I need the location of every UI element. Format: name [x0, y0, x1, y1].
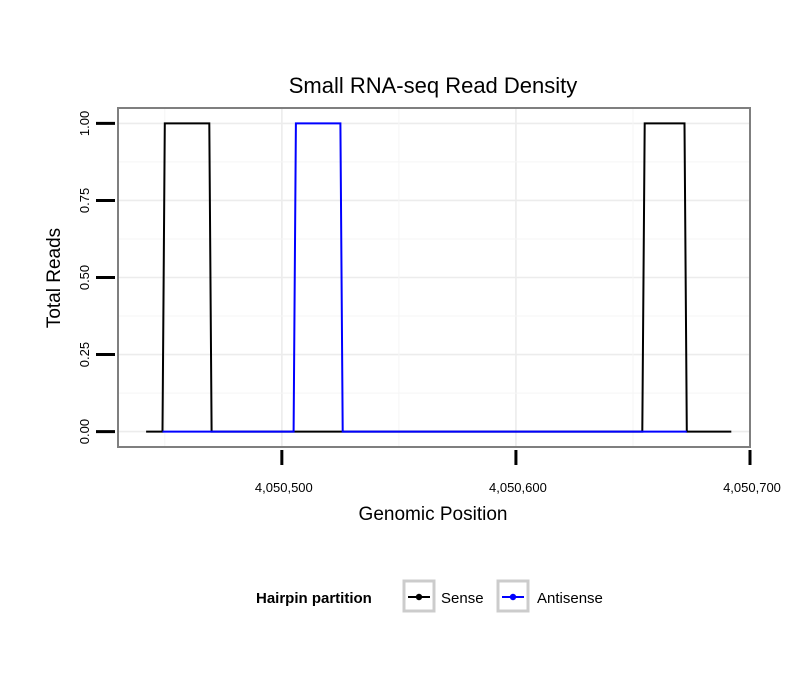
y-tick-label: 0.75 [77, 188, 92, 213]
legend-key-antisense-point [509, 593, 517, 601]
series-line-antisense [162, 122, 687, 433]
series-layer [146, 122, 732, 433]
grid [118, 108, 750, 447]
y-tick-label: 1.00 [77, 111, 92, 136]
y-tick-label: 0.50 [77, 265, 92, 290]
legend: Hairpin partition Sense Antisense [256, 579, 603, 613]
y-axis-title: Total Reads [44, 228, 65, 328]
legend-label-sense: Sense [441, 590, 484, 607]
legend-key-sense-point [415, 593, 423, 601]
chart-title: Small RNA-seq Read Density [289, 73, 578, 98]
legend-title: Hairpin partition [256, 590, 372, 607]
axes: 0.00 0.25 0.50 0.75 1.00 4,050,500 4,050,600 4,… [77, 111, 781, 495]
x-tick-label: 4,050,700 [723, 480, 781, 495]
x-axis-title: Genomic Position [359, 504, 508, 525]
y-tick-label: 0.25 [77, 342, 92, 367]
x-tick-label: 4,050,600 [489, 480, 547, 495]
legend-item-antisense[interactable]: Antisense [496, 579, 603, 613]
legend-item-sense[interactable]: Sense [402, 579, 484, 613]
y-tick-label: 0.00 [77, 419, 92, 444]
x-tick-label: 4,050,500 [255, 480, 313, 495]
legend-label-antisense: Antisense [537, 590, 603, 607]
plot-panel-border [117, 107, 751, 448]
